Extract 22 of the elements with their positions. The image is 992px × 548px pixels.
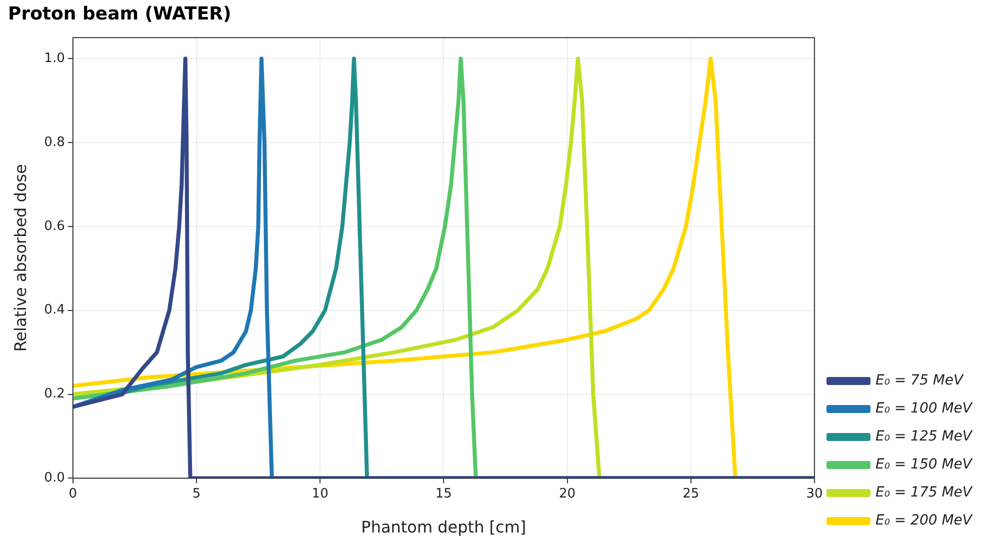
legend-label: E₀ = 75 MeV — [875, 372, 965, 389]
x-tick-label: 25 — [682, 486, 700, 502]
y-tick-label: 0.8 — [44, 134, 65, 150]
y-tick-label: 0.0 — [44, 470, 65, 486]
y-tick-label: 0.6 — [44, 218, 65, 234]
legend-label: E₀ = 175 MeV — [875, 484, 974, 501]
y-axis-title: Relative absorbed dose — [10, 164, 30, 352]
y-tick-label: 0.4 — [44, 302, 65, 318]
x-tick-label: 10 — [312, 486, 328, 502]
x-tick-label: 15 — [435, 486, 452, 502]
legend-label: E₀ = 150 MeV — [875, 456, 974, 473]
x-tick-label: 5 — [192, 486, 201, 502]
legend-label: E₀ = 200 MeV — [875, 512, 974, 529]
x-tick-label: 0 — [68, 486, 78, 502]
x-tick-label: 30 — [806, 486, 823, 502]
legend-label: E₀ = 100 MeV — [875, 400, 974, 417]
x-axis-title: Phantom depth [cm] — [361, 518, 526, 537]
y-tick-label: 0.2 — [44, 386, 65, 402]
chart-title: Proton beam (WATER) — [8, 3, 232, 24]
y-tick-label: 1.0 — [44, 50, 65, 66]
x-tick-label: 20 — [559, 486, 576, 502]
legend-label: E₀ = 125 MeV — [875, 428, 974, 445]
